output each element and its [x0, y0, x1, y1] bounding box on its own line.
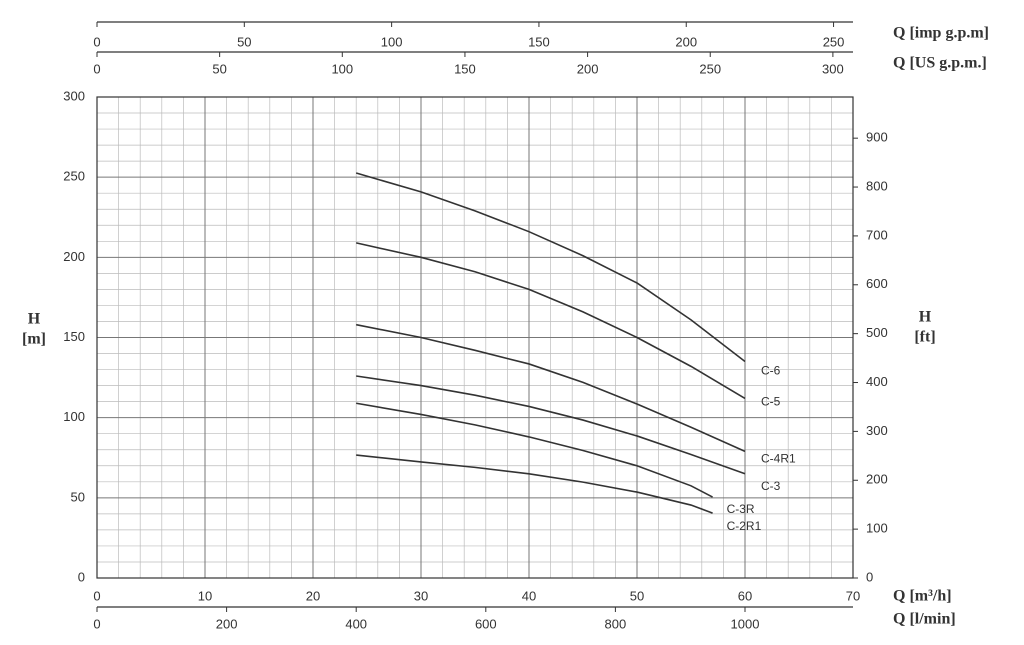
curve-label: C-3: [761, 479, 781, 493]
pump-curve: [356, 402, 713, 498]
y-tick-label: 250: [63, 169, 85, 184]
y-tick-label: 200: [63, 249, 85, 264]
secondary-tick-label: 0: [93, 61, 100, 76]
y2-tick-label: 700: [866, 227, 888, 242]
secondary-tick-label: 200: [577, 61, 599, 76]
pump-curve: [356, 375, 746, 475]
y-tick-label: 150: [63, 329, 85, 344]
secondary-tick-label: 200: [216, 616, 238, 631]
y2-tick-label: 100: [866, 521, 888, 536]
secondary-tick-label: 100: [381, 34, 403, 49]
secondary-tick-label: 800: [605, 616, 627, 631]
curve-label: C-4R1: [761, 452, 796, 466]
curve-label: C-6: [761, 364, 781, 378]
secondary-tick-label: 400: [345, 616, 367, 631]
y2-tick-label: 400: [866, 374, 888, 389]
y2-tick-label: 200: [866, 472, 888, 487]
x-tick-label: 0: [93, 588, 100, 603]
y2-tick-label: 900: [866, 130, 888, 145]
x-tick-label: 60: [738, 588, 752, 603]
y2-axis-title: [ft]: [914, 329, 935, 346]
x-tick-label: 20: [306, 588, 320, 603]
secondary-axis-title: Q [US g.p.m.]: [893, 55, 987, 72]
pump-curve: [356, 454, 713, 514]
secondary-tick-label: 250: [699, 61, 721, 76]
secondary-tick-label: 1000: [731, 616, 760, 631]
pump-curve: [356, 323, 746, 453]
secondary-tick-label: 150: [454, 61, 476, 76]
secondary-axis-title: Q [l/min]: [893, 611, 956, 628]
y2-tick-label: 500: [866, 325, 888, 340]
y-axis-title: H: [28, 311, 41, 328]
curve-label: C-3R: [727, 502, 755, 516]
secondary-tick-label: 0: [93, 34, 100, 49]
y-tick-label: 300: [63, 88, 85, 103]
y-tick-label: 0: [78, 569, 85, 584]
plot-frame: [96, 96, 854, 579]
pump-curve: [356, 242, 746, 400]
y2-tick-label: 600: [866, 276, 888, 291]
x-tick-label: 70: [846, 588, 860, 603]
x-tick-label: 10: [198, 588, 212, 603]
secondary-tick-label: 50: [237, 34, 251, 49]
y2-tick-label: 800: [866, 178, 888, 193]
x-tick-label: 40: [522, 588, 536, 603]
x-tick-label: 50: [630, 588, 644, 603]
secondary-tick-label: 200: [675, 34, 697, 49]
x-tick-label: 30: [414, 588, 428, 603]
y-tick-label: 50: [71, 489, 85, 504]
curve-label: C-2R1: [727, 519, 762, 533]
y-tick-label: 100: [63, 409, 85, 424]
secondary-tick-label: 50: [212, 61, 226, 76]
secondary-tick-label: 600: [475, 616, 497, 631]
secondary-tick-label: 100: [331, 61, 353, 76]
y2-axis-title: H: [919, 309, 932, 326]
secondary-tick-label: 300: [822, 61, 844, 76]
y2-tick-label: 300: [866, 423, 888, 438]
x-axis-title: Q [m³/h]: [893, 588, 952, 605]
curve-label: C-5: [761, 395, 781, 409]
pump-curve: [355, 172, 746, 363]
y-axis-title: [m]: [22, 331, 46, 348]
y2-tick-label: 0: [866, 569, 873, 584]
secondary-tick-label: 0: [93, 616, 100, 631]
secondary-tick-label: 150: [528, 34, 550, 49]
secondary-tick-label: 250: [823, 34, 845, 49]
secondary-axis-title: Q [imp g.p.m]: [893, 25, 989, 42]
